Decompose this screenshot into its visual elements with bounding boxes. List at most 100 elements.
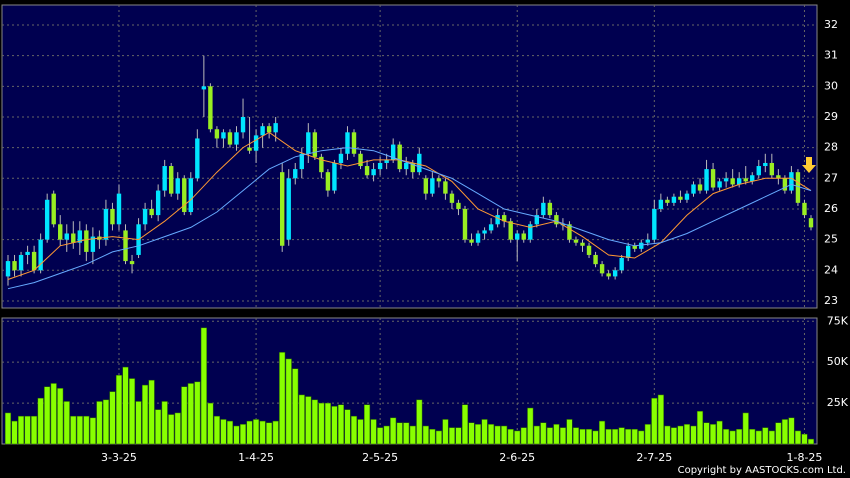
candle-body <box>652 208 657 240</box>
volume-bar <box>337 404 345 445</box>
x-tick-label: 2-5-25 <box>362 451 398 464</box>
candle-body <box>169 166 174 194</box>
volume-bar <box>213 415 220 445</box>
candle-body <box>18 254 24 271</box>
volume-bar <box>194 381 201 445</box>
candle-body <box>155 190 161 216</box>
volume-bar <box>135 401 142 445</box>
volume-bar <box>605 429 612 445</box>
y-tick-label: 26 <box>824 202 838 215</box>
candle-body <box>736 178 742 185</box>
volume-bar <box>403 422 410 445</box>
candle-body <box>436 178 442 182</box>
volume-bar <box>298 394 305 445</box>
candle-body <box>364 166 370 176</box>
y-tick-label: 32 <box>824 18 838 31</box>
y-tick-label: 24 <box>824 263 838 276</box>
candle-body <box>678 196 683 200</box>
candle-body <box>51 193 56 225</box>
volume-bar <box>142 384 149 445</box>
volume-bar <box>794 430 801 445</box>
candle-body <box>84 230 89 252</box>
volume-bar <box>83 415 90 445</box>
volume-bar <box>599 420 606 445</box>
volume-bar <box>422 425 429 445</box>
candle-body <box>580 242 585 246</box>
x-tick-label: 3-3-25 <box>101 451 137 464</box>
candle-body <box>658 199 664 209</box>
candle-body <box>201 86 207 90</box>
candle-body <box>397 144 402 170</box>
candle-body <box>306 132 311 154</box>
volume-bar <box>11 420 18 445</box>
candle-body <box>279 172 285 246</box>
volume-bar <box>755 430 762 445</box>
candle-body <box>717 181 722 188</box>
candle-body <box>495 215 500 225</box>
volume-bar <box>76 415 83 445</box>
volume-bar <box>749 429 756 445</box>
volume-bar <box>57 388 64 445</box>
volume-bar <box>631 429 638 445</box>
candle-body <box>221 132 226 139</box>
candle-body <box>776 175 781 179</box>
candle-body <box>351 132 357 154</box>
candle-body <box>377 162 383 170</box>
volume-bar <box>442 419 449 445</box>
candle-body <box>253 135 259 151</box>
candle-body <box>273 123 278 133</box>
volume-bar <box>109 391 116 445</box>
volume-bar <box>377 427 384 445</box>
candle-body <box>488 224 494 231</box>
volume-bar <box>31 415 38 445</box>
candle-body <box>260 126 265 136</box>
candle-body <box>299 153 304 170</box>
candle-body <box>750 175 755 182</box>
volume-bar <box>96 401 103 445</box>
candle-body <box>175 178 180 194</box>
candle-body <box>789 172 794 191</box>
candle-body <box>116 193 122 225</box>
candle-body <box>756 166 761 176</box>
candle-body <box>469 239 474 243</box>
candle-body <box>293 169 298 179</box>
volume-bar <box>155 409 162 445</box>
candle-body <box>632 245 637 249</box>
volume-bar <box>651 397 658 445</box>
volume-bar <box>396 422 403 445</box>
candle-body <box>332 162 337 191</box>
volume-bar <box>102 399 109 445</box>
volume-bar <box>429 429 436 445</box>
candle-body <box>665 199 670 203</box>
plot-layer: 23 24 25 26 27 28 29 30 31 32 25K 50K 75K 3-3-25 1-4-2… <box>2 5 849 464</box>
candle-body <box>312 132 318 157</box>
candle-body <box>384 159 389 163</box>
y-tick-label: 23 <box>824 294 838 307</box>
candle-body <box>612 270 618 277</box>
candle-body <box>149 208 154 216</box>
candle-body <box>528 224 533 240</box>
candle-body <box>501 215 507 222</box>
candle-body <box>38 239 43 271</box>
volume-bar <box>357 419 364 445</box>
volume-bar <box>670 427 677 445</box>
candle-body <box>723 178 729 182</box>
volume-bar <box>507 429 514 445</box>
volume-bar <box>285 358 292 445</box>
volume-bar <box>501 425 508 445</box>
volume-bar <box>579 429 586 445</box>
candle-body <box>404 162 409 170</box>
volume-bar <box>24 415 31 445</box>
volume-bar <box>416 399 423 445</box>
candle-body <box>44 199 50 240</box>
volume-bar <box>723 429 730 445</box>
candle-body <box>371 169 376 176</box>
volume-bar <box>390 417 397 445</box>
candle-body <box>12 261 17 271</box>
candle-body <box>710 169 716 188</box>
volume-bar <box>448 427 455 445</box>
candle-body <box>182 178 187 213</box>
candle-body <box>266 126 272 133</box>
volume-bar <box>409 425 416 445</box>
